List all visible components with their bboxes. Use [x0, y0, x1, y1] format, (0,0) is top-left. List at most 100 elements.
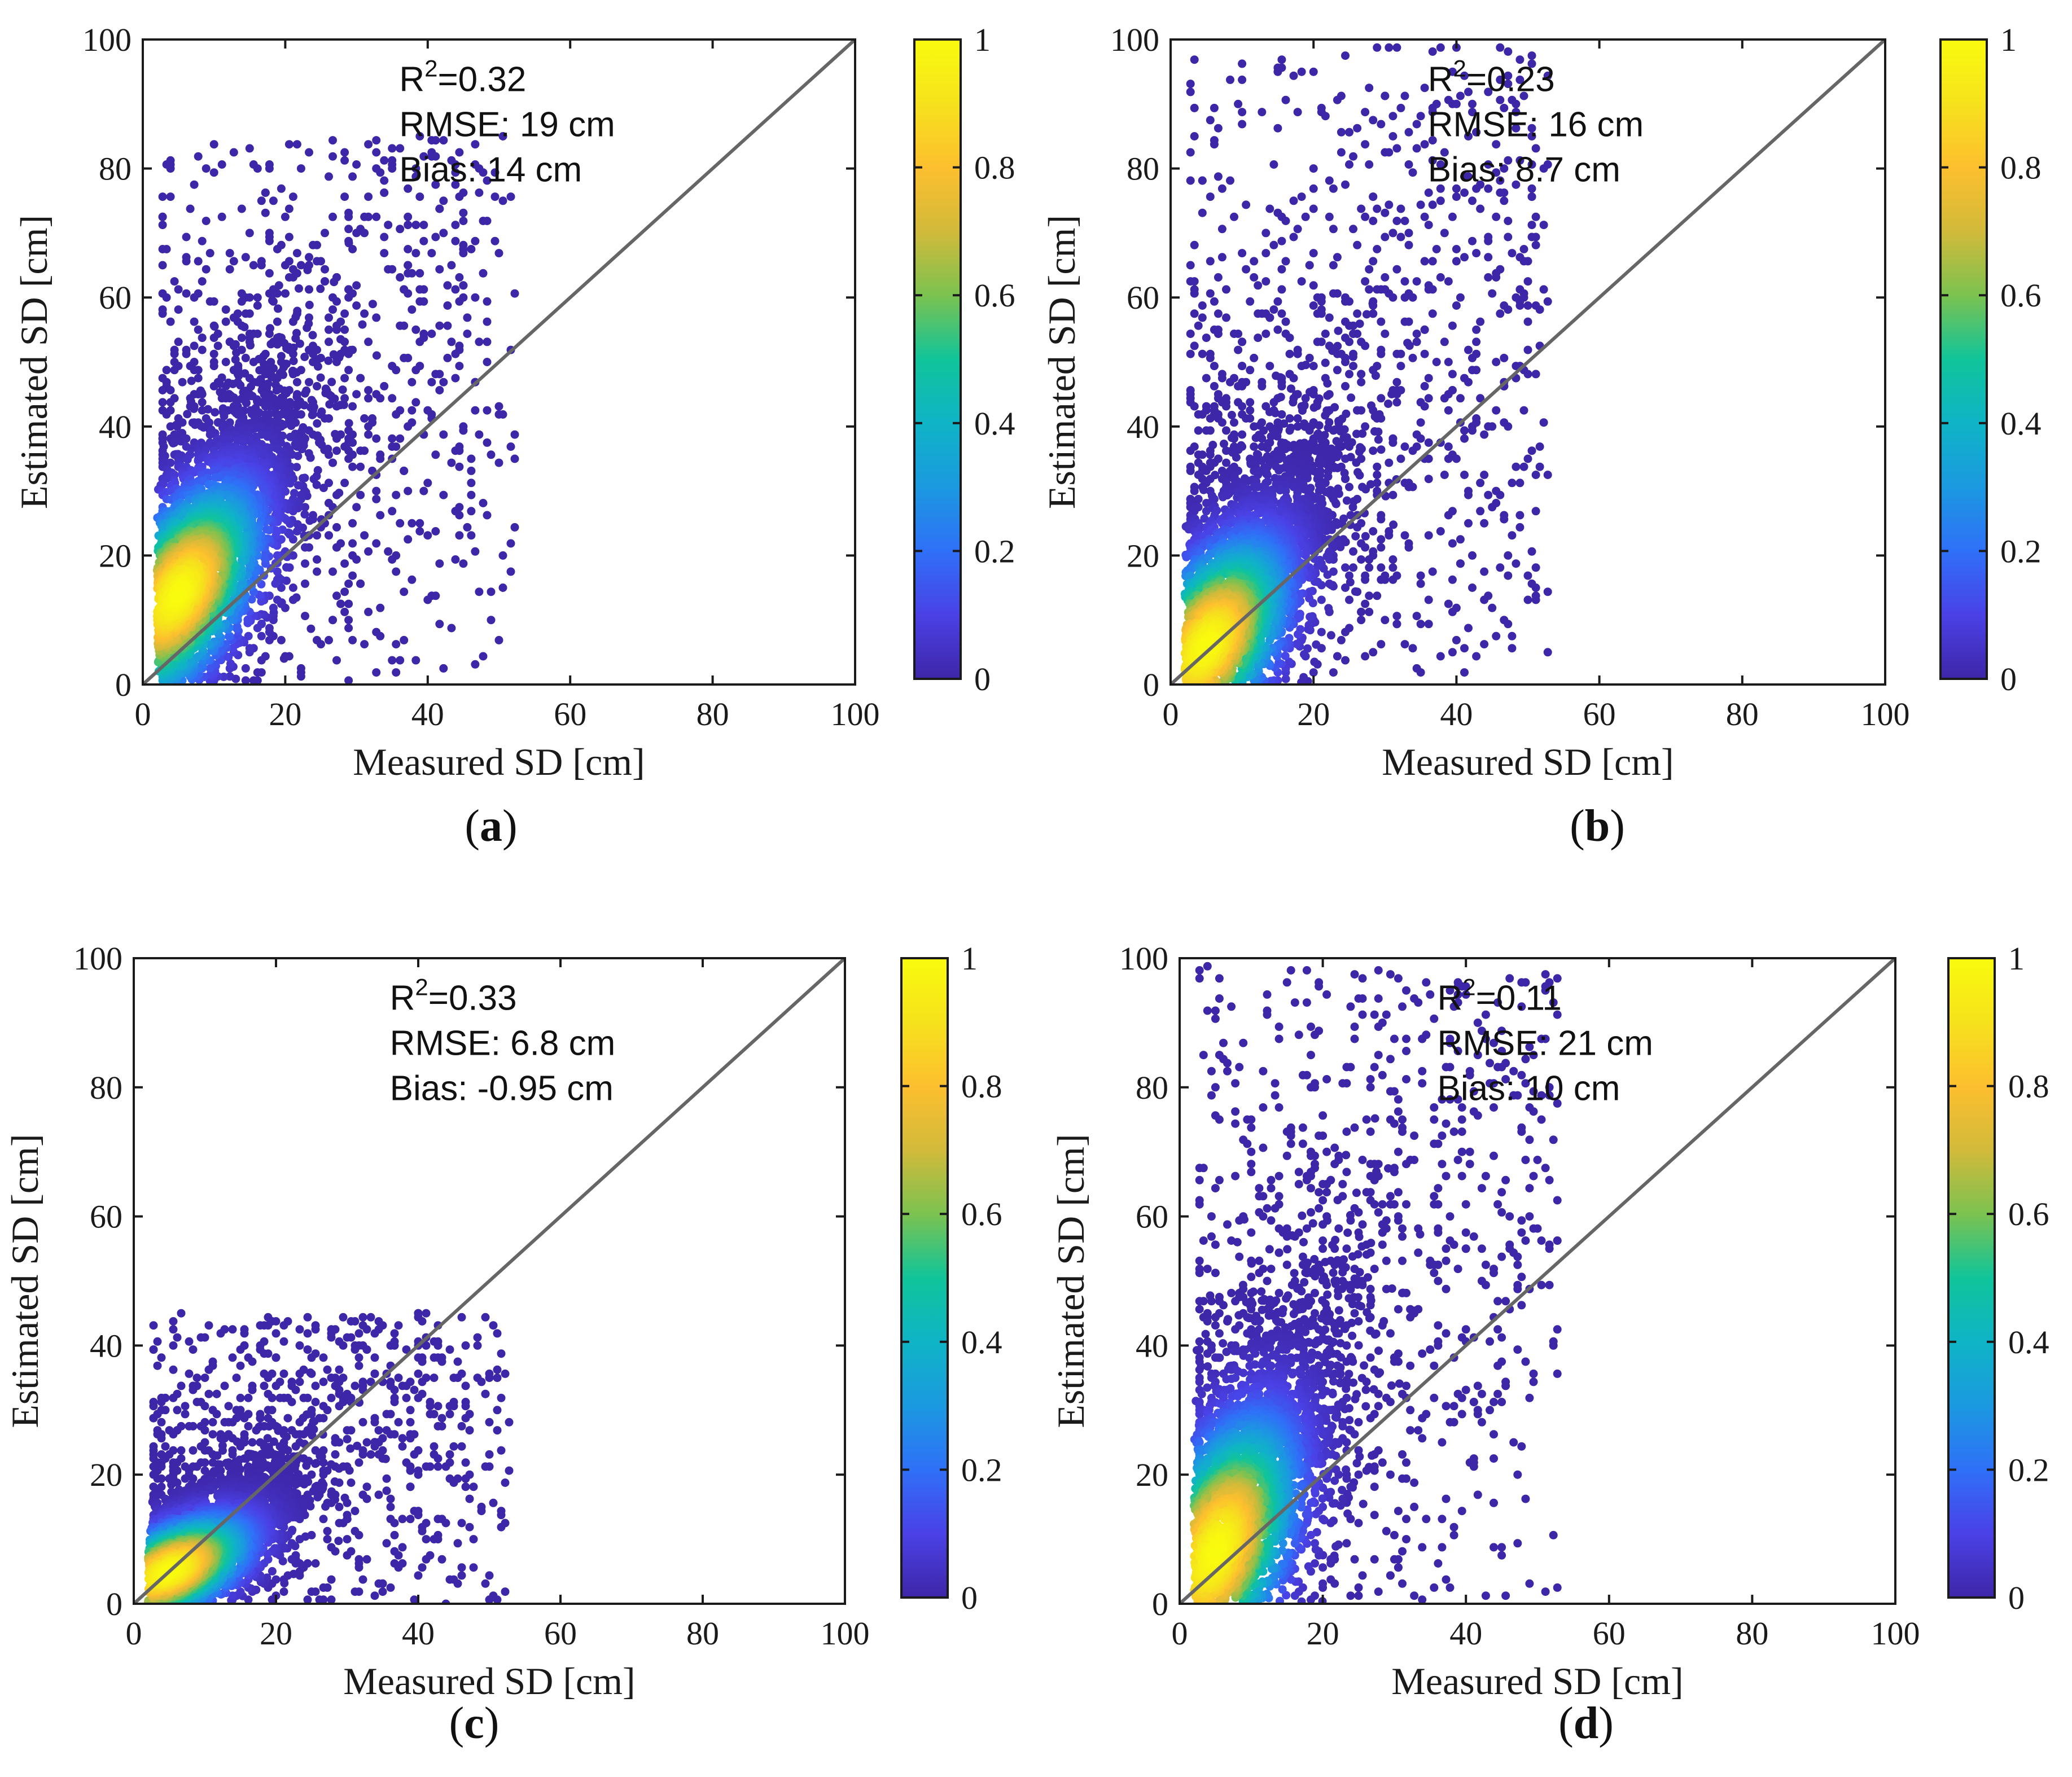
scatter-point [1277, 265, 1286, 274]
scatter-point [1333, 289, 1342, 298]
scatter-point [396, 656, 405, 665]
scatter-point [1412, 144, 1421, 153]
scatter-point [1456, 559, 1465, 568]
axes-box [142, 38, 856, 686]
scatter-point [1222, 402, 1230, 411]
scatter-point [1254, 334, 1263, 343]
scatter-point [372, 668, 381, 677]
scatter-point [1202, 334, 1211, 343]
scatter-point [431, 527, 440, 536]
scatter-point [1460, 188, 1469, 197]
scatter-point [237, 204, 246, 213]
scatter-point [1329, 184, 1338, 193]
scatter-point [1293, 422, 1302, 431]
scatter-point [1468, 426, 1477, 435]
x-tick-label: 0 [135, 696, 151, 732]
bias-text: Bias: 14 cm [399, 150, 582, 189]
scatter-point [415, 519, 424, 528]
scatter-point [1523, 277, 1532, 286]
scatter-point [1543, 297, 1552, 306]
scatter-point [1436, 527, 1445, 536]
scatter-point [372, 494, 381, 503]
scatter-point [1337, 128, 1346, 137]
scatter-point [313, 381, 321, 390]
scatter-point [1412, 430, 1421, 439]
scatter-point [372, 351, 381, 360]
scatter-point [498, 583, 507, 592]
scatter-point [1250, 257, 1259, 266]
scatter-point [229, 148, 238, 157]
scatter-point [277, 635, 286, 644]
scatter-point [340, 607, 349, 616]
scatter-point [1484, 490, 1493, 499]
scatter-point [1523, 595, 1532, 604]
scatter-point [338, 385, 347, 394]
scatter-point [288, 370, 297, 379]
scatter-point [1436, 43, 1445, 52]
scatter-point [260, 553, 269, 562]
y-tick-label: 20 [99, 537, 132, 574]
scatter-point [1190, 309, 1199, 318]
scatter-point [1357, 378, 1366, 387]
scatter-point [166, 317, 175, 326]
scatter-point [348, 571, 357, 580]
scatter-point [1190, 289, 1199, 298]
scatter-point [1476, 507, 1485, 516]
scatter-point [364, 394, 373, 403]
scatter-point [1369, 257, 1378, 266]
scatter-point [1535, 462, 1544, 471]
scatter-point [1277, 236, 1286, 245]
scatter-point [1400, 317, 1409, 326]
scatter-point [380, 176, 389, 185]
scatter-point [1348, 503, 1357, 512]
scatter-point [271, 526, 281, 535]
scatter-point [1186, 80, 1195, 89]
scatter-point [253, 624, 262, 633]
scatter-point [1392, 620, 1401, 629]
scatter-point [1456, 293, 1465, 302]
scatter-point [213, 341, 222, 350]
scatter-point [295, 284, 303, 293]
scatter-point [221, 305, 230, 314]
scatter-point [435, 386, 444, 394]
scatter-point [1206, 353, 1215, 362]
scatter-point [187, 376, 196, 385]
scatter-point [435, 265, 444, 274]
scatter-point [220, 411, 229, 420]
scatter-point [273, 567, 282, 576]
scatter-point [194, 366, 203, 375]
scatter-point [1527, 232, 1536, 242]
scatter-point [1289, 232, 1298, 242]
scatter-point [1381, 232, 1390, 242]
scatter-point [332, 446, 341, 455]
scatter-point [1460, 71, 1469, 80]
scatter-point [1325, 579, 1334, 588]
scatter-point [233, 622, 242, 631]
scatter-point [1273, 124, 1282, 133]
scatter-point [1519, 406, 1528, 415]
scatter-point [1346, 511, 1355, 520]
scatter-point [1424, 595, 1433, 604]
scatter-point [1274, 466, 1283, 475]
scatter-point [1199, 485, 1208, 494]
scatter-point [1468, 353, 1477, 362]
scatter-point [1392, 349, 1401, 358]
scatter-point [348, 519, 357, 528]
scatter-point [467, 507, 476, 516]
scatter-point [459, 281, 468, 290]
scatter-point [1190, 341, 1199, 350]
scatter-point [411, 221, 420, 230]
scatter-point [427, 378, 436, 387]
scatter-point [1519, 462, 1528, 471]
scatter-point [1436, 160, 1445, 169]
scatter-point [1436, 184, 1445, 193]
scatter-point [1186, 349, 1195, 358]
scatter-point [1309, 184, 1318, 193]
scatter-point [332, 297, 341, 306]
scatter-point [1416, 620, 1425, 629]
scatter-point [1388, 563, 1398, 572]
scatter-point [1281, 217, 1290, 225]
scatter-point [1321, 330, 1330, 338]
scatter-point [360, 640, 369, 649]
scatter-point [1326, 631, 1335, 640]
